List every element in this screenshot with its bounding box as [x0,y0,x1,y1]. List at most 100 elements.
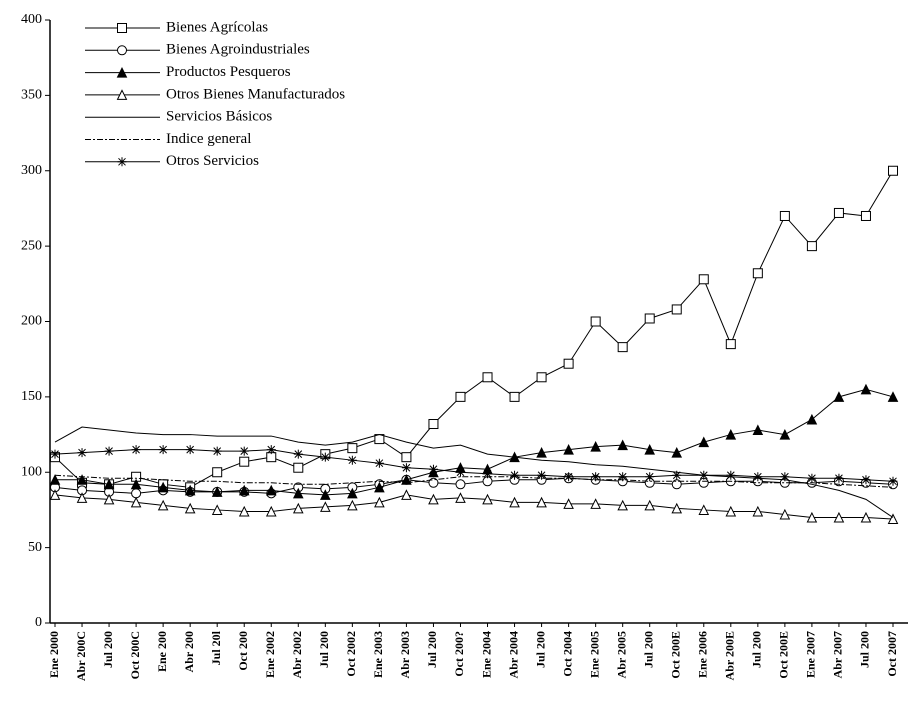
marker [590,498,601,509]
marker [833,391,845,402]
series-line [54,170,894,488]
x-tick-label: Ene 2000 [47,631,61,678]
marker [644,444,656,455]
marker [537,470,547,480]
x-tick-label: Abr 2002 [290,631,304,678]
marker [672,470,682,480]
marker [374,496,385,508]
marker [347,455,357,465]
marker [510,470,520,480]
marker [860,383,872,395]
marker [591,472,601,482]
marker [671,304,682,315]
x-tick-label: Oct 2002 [344,631,358,677]
marker [50,449,60,459]
x-tick-label: Jul 20l [209,630,223,665]
y-tick-label: 350 [21,88,42,103]
y-tick-label: 250 [21,238,42,253]
marker [698,436,710,448]
marker [536,372,547,383]
marker [644,313,655,324]
marker [725,339,736,350]
marker [590,316,601,327]
legend-label: Indice general [166,131,251,147]
y-tick-label: 200 [21,314,42,329]
x-tick-label: Ene 2005 [587,631,601,678]
marker [455,467,465,477]
marker [401,463,411,473]
marker [104,446,114,456]
x-tick-label: Oct 200? [452,631,466,677]
legend-label: Bienes Agrícolas [166,19,268,35]
marker [563,498,574,509]
marker [374,481,385,493]
marker [428,493,439,505]
x-tick-label: Ene 2007 [804,631,818,678]
x-tick-label: Jul 200 [317,631,331,668]
marker [401,489,412,500]
marker [212,446,222,456]
marker [725,428,737,440]
marker [861,475,871,485]
marker [617,439,628,451]
series-line [54,474,894,488]
marker [833,207,844,218]
x-tick-label: Abr 2003 [398,631,412,678]
marker [184,502,196,514]
marker [116,66,128,78]
marker [131,445,141,455]
marker [726,470,736,480]
marker [117,23,127,33]
y-tick-label: 150 [21,389,42,404]
marker [428,419,439,430]
marker [698,504,710,515]
series-line [54,449,894,482]
marker [617,499,628,511]
x-tick-label: Jul 200 [750,631,764,668]
marker [834,473,844,483]
marker [618,472,628,482]
marker [887,513,899,524]
legend-label: Servicios Básicos [166,109,272,125]
marker [293,462,304,473]
x-tick-label: Jul 200 [533,631,547,668]
marker [833,511,845,523]
marker [211,486,223,497]
marker [752,505,764,517]
marker [293,449,303,459]
marker [563,444,574,455]
x-tick-label: Oct 200 [236,631,250,671]
marker [238,484,250,496]
marker [117,45,127,56]
marker [725,505,737,517]
marker [779,508,791,520]
legend-label: Otros Servicios [166,153,259,169]
marker [320,501,331,512]
marker [185,445,195,455]
marker [320,452,330,462]
x-tick-label: Oct 200E [777,631,791,679]
marker [482,493,493,505]
marker [347,443,358,454]
legend-label: Productos Pesqueros [166,64,291,80]
marker [292,502,304,514]
marker [860,210,871,221]
y-tick-label: 50 [28,540,42,555]
marker [860,511,872,523]
marker [116,89,128,100]
marker [428,477,439,488]
marker [590,441,601,452]
marker [49,474,61,485]
x-tick-label: Jul 200 [641,631,655,668]
marker [239,456,250,467]
marker [428,464,438,474]
x-tick-label: Abr 2004 [506,631,520,678]
marker [374,458,384,468]
marker [401,474,412,485]
marker [806,241,817,252]
marker [888,165,898,176]
marker [103,478,115,490]
marker [130,478,142,490]
marker [671,447,683,458]
